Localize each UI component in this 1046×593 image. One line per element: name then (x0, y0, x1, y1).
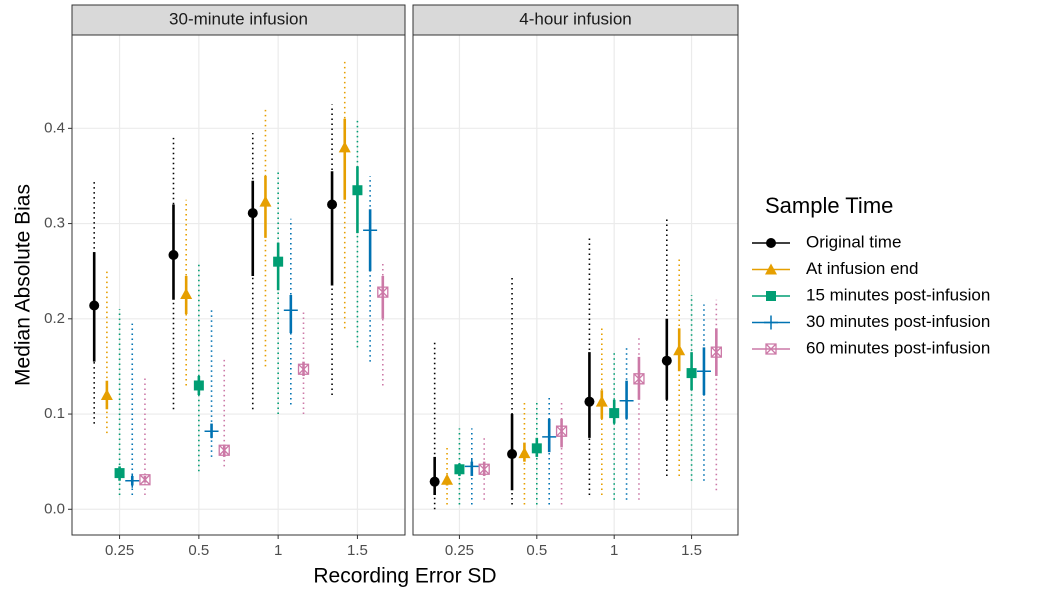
point (247, 208, 258, 219)
strip (412, 4, 739, 36)
point (766, 291, 776, 301)
point (168, 250, 179, 260)
point (584, 396, 595, 407)
legend-label: Original time (806, 232, 901, 251)
point (297, 363, 310, 375)
point (363, 223, 378, 238)
panel-title: 30-minute infusion (169, 9, 308, 28)
point (259, 195, 272, 207)
point (338, 141, 351, 153)
point (633, 373, 645, 385)
legend-label: 15 minutes post-infusion (806, 285, 990, 304)
y-tick-label: 0.4 (44, 119, 65, 136)
x-axis-label: Recording Error SD (313, 565, 496, 588)
point (352, 185, 363, 196)
point (478, 463, 490, 475)
point (100, 389, 113, 400)
y-tick-label: 0.1 (44, 405, 65, 422)
panel-border (412, 34, 739, 536)
point (114, 468, 125, 479)
x-tick-label: 1.5 (347, 542, 368, 559)
point (542, 429, 557, 444)
point (765, 343, 777, 355)
y-tick-label: 0.0 (44, 500, 65, 517)
x-tick-label: 0.5 (188, 542, 209, 559)
point (180, 288, 193, 300)
point (661, 355, 672, 366)
y-tick-label: 0.2 (44, 310, 65, 327)
x-tick-label: 1 (610, 542, 618, 559)
point (619, 393, 634, 408)
x-tick-label: 1.5 (681, 542, 702, 559)
point (518, 447, 531, 459)
point (764, 315, 778, 330)
point (766, 238, 776, 248)
point (555, 425, 568, 437)
point (283, 303, 298, 318)
point (377, 286, 389, 298)
point (507, 449, 518, 460)
x-tick-label: 0.25 (105, 542, 134, 559)
point (327, 199, 338, 210)
point (89, 300, 100, 311)
legend-label: 60 minutes post-infusion (806, 338, 990, 357)
panel-border (71, 34, 406, 536)
point (464, 459, 479, 474)
point (454, 464, 465, 475)
point (531, 443, 542, 454)
point (595, 395, 608, 407)
panel-bg (72, 35, 405, 535)
point (609, 408, 620, 419)
strip (71, 4, 406, 36)
point (429, 476, 440, 487)
point (686, 368, 697, 379)
point (204, 424, 219, 439)
y-tick-label: 0.3 (44, 215, 65, 232)
legend-label: 30 minutes post-infusion (806, 312, 990, 331)
point (125, 473, 140, 488)
point (218, 444, 230, 456)
point (673, 344, 686, 356)
panel-title: 4-hour infusion (519, 9, 631, 28)
point (193, 380, 204, 391)
x-tick-label: 1 (274, 542, 282, 559)
point (139, 474, 151, 486)
point (765, 263, 777, 275)
legend-title: Sample Time (765, 193, 893, 218)
point (273, 256, 284, 267)
x-tick-label: 0.25 (445, 542, 474, 559)
point (696, 364, 711, 379)
point (710, 346, 722, 358)
legend-label: At infusion end (806, 259, 918, 278)
panel-bg (413, 35, 738, 535)
y-axis-label: Median Absolute Bias (12, 184, 35, 386)
point (441, 473, 454, 485)
x-tick-label: 0.5 (526, 542, 547, 559)
